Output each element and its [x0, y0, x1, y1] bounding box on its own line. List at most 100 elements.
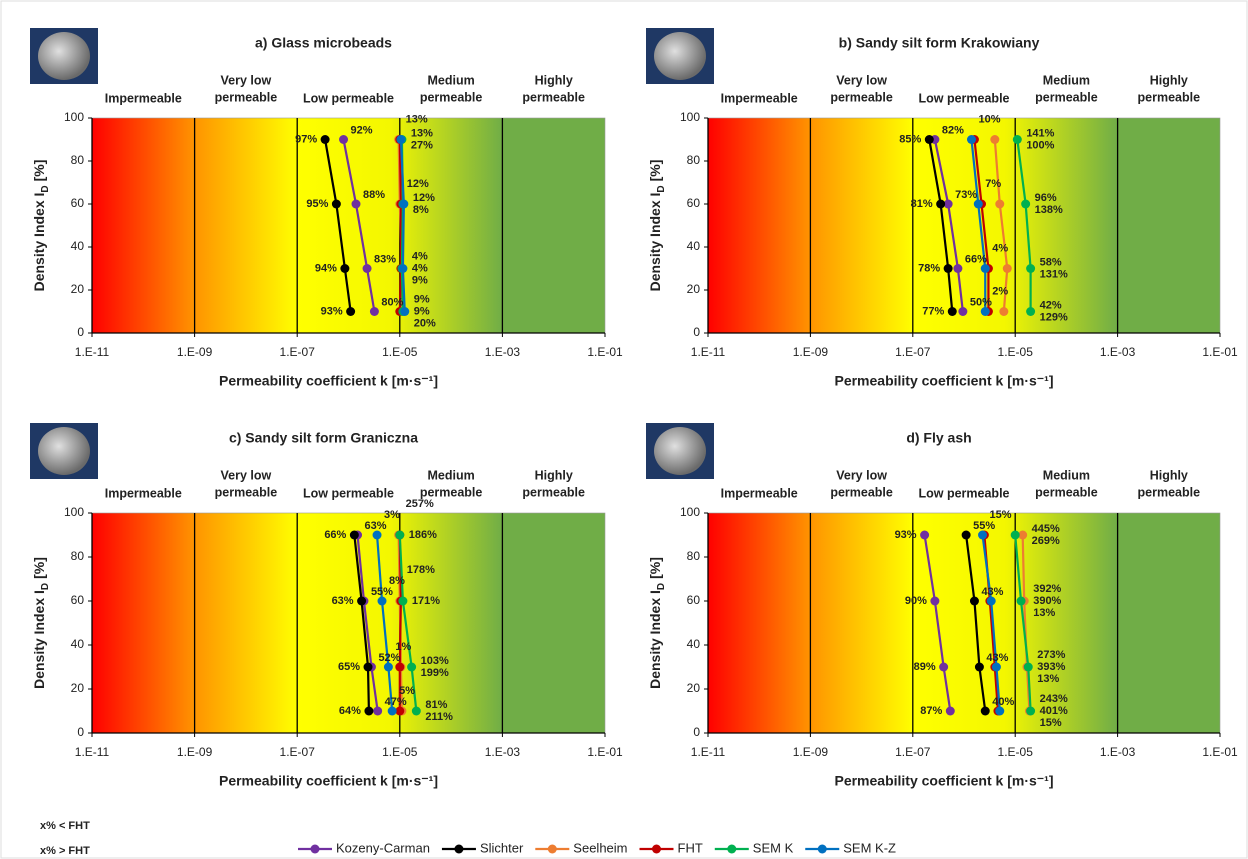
point-label: 211%: [425, 711, 453, 723]
y-tick-label: 20: [71, 282, 85, 296]
panel: c) Sandy silt form Graniczna Impermeable V…: [30, 423, 623, 789]
point-label: 13%: [406, 113, 428, 125]
data-point: [939, 662, 949, 672]
y-tick-label: 20: [687, 681, 701, 695]
data-point: [372, 530, 382, 540]
point-label: 12%: [413, 192, 435, 204]
y-tick-label: 80: [71, 549, 85, 563]
data-point: [362, 264, 372, 273]
x-tick-label: 1.E-09: [177, 345, 213, 359]
zone-label: permeable: [830, 90, 893, 104]
data-point: [411, 706, 421, 716]
point-label: 81%: [425, 699, 447, 711]
data-point: [398, 264, 408, 273]
x-axis-title: Permeability coefficient k [m·s⁻¹]: [219, 773, 438, 789]
x-tick-label: 1.E-03: [1100, 345, 1136, 359]
series-line: [353, 534, 371, 712]
x-tick-label: 1.E-09: [177, 745, 213, 759]
thumbnail-sample: [38, 32, 90, 80]
thumbnail-sample: [654, 32, 706, 80]
point-label: 141%: [1026, 127, 1054, 139]
y-tick-label: 80: [687, 153, 701, 167]
panel-title: d) Fly ash: [906, 430, 971, 446]
point-label: 269%: [1032, 535, 1060, 547]
point-label: 390%: [1033, 595, 1061, 607]
point-label: 401%: [1040, 705, 1068, 717]
point-label: 243%: [1040, 693, 1068, 705]
point-label: 171%: [412, 595, 440, 607]
x-axis-title: Permeability coefficient k [m·s⁻¹]: [834, 373, 1053, 389]
y-axis-title-sub: D: [656, 583, 667, 590]
panel: b) Sandy silt form Krakowiany Impermeable…: [646, 28, 1238, 389]
series-line: [398, 139, 402, 312]
point-label: 186%: [409, 529, 437, 541]
y-axis-title: Density Index ID [%]: [31, 160, 51, 292]
zone-label: permeable: [1138, 90, 1201, 104]
point-label: 9%: [414, 293, 430, 305]
x-tick-label: 1.E-05: [382, 745, 418, 759]
series-line: [965, 534, 987, 712]
zone-label: Very low: [221, 73, 272, 87]
y-axis-title-part: Density Index I: [647, 193, 663, 292]
point-label: 63%: [365, 520, 387, 532]
point-label: 257%: [406, 498, 434, 510]
point-label: 100%: [1026, 139, 1054, 151]
legend-marker: [817, 844, 827, 854]
point-label: 55%: [371, 586, 393, 598]
zone-label: Highly: [1150, 468, 1188, 482]
data-point: [995, 199, 1005, 209]
data-point: [1002, 264, 1012, 273]
point-label: 43%: [986, 652, 1008, 664]
data-point: [1012, 135, 1022, 144]
point-label: 88%: [363, 189, 385, 201]
point-label: 42%: [1040, 299, 1062, 311]
y-tick-label: 80: [71, 153, 85, 167]
data-point: [980, 264, 990, 273]
data-point: [990, 135, 1000, 144]
data-point: [340, 264, 350, 273]
y-axis-title-sub: D: [40, 583, 51, 590]
point-label: 90%: [905, 595, 927, 607]
data-point: [320, 135, 330, 144]
data-point: [331, 199, 341, 209]
data-point: [1026, 264, 1036, 273]
point-label: 66%: [324, 529, 346, 541]
panel: d) Fly ash Impermeable Very low permeable Lo…: [646, 423, 1238, 789]
point-label: 20%: [414, 317, 436, 329]
legend-label: SEM K: [753, 840, 794, 855]
point-label: 27%: [411, 139, 433, 151]
zone-label: permeable: [215, 90, 278, 104]
data-point: [999, 307, 1009, 316]
zone-label: Very low: [836, 468, 887, 482]
data-point: [924, 135, 934, 144]
x-tick-label: 1.E-11: [75, 745, 110, 759]
x-tick-label: 1.E-01: [587, 745, 623, 759]
panel-title: a) Glass microbeads: [255, 35, 392, 51]
data-point: [1021, 199, 1031, 209]
plot-background: [707, 117, 1221, 334]
data-point: [346, 307, 356, 316]
zone-label: Impermeable: [105, 486, 182, 500]
legend-marker: [727, 844, 737, 854]
series-line: [1014, 534, 1032, 712]
point-label: 85%: [899, 133, 921, 145]
point-label: 73%: [955, 189, 977, 201]
point-label: 97%: [295, 133, 317, 145]
plot-background: [91, 512, 606, 734]
point-label: 9%: [412, 274, 428, 286]
point-label: 8%: [413, 204, 429, 216]
data-point: [383, 662, 393, 672]
data-point: [953, 264, 963, 273]
data-point: [339, 135, 349, 144]
legend-label: Slichter: [480, 840, 524, 855]
point-label: 63%: [332, 595, 354, 607]
zone-label: Low permeable: [303, 91, 394, 105]
panel: a) Glass microbeads Impermeable Very low pe…: [30, 28, 623, 389]
point-label: 178%: [407, 564, 435, 576]
point-label: 129%: [1040, 311, 1068, 323]
y-tick-label: 0: [77, 725, 84, 739]
data-point: [1016, 596, 1026, 606]
point-label: 52%: [378, 652, 400, 664]
legend-marker: [310, 844, 320, 854]
y-tick-label: 60: [71, 196, 85, 210]
